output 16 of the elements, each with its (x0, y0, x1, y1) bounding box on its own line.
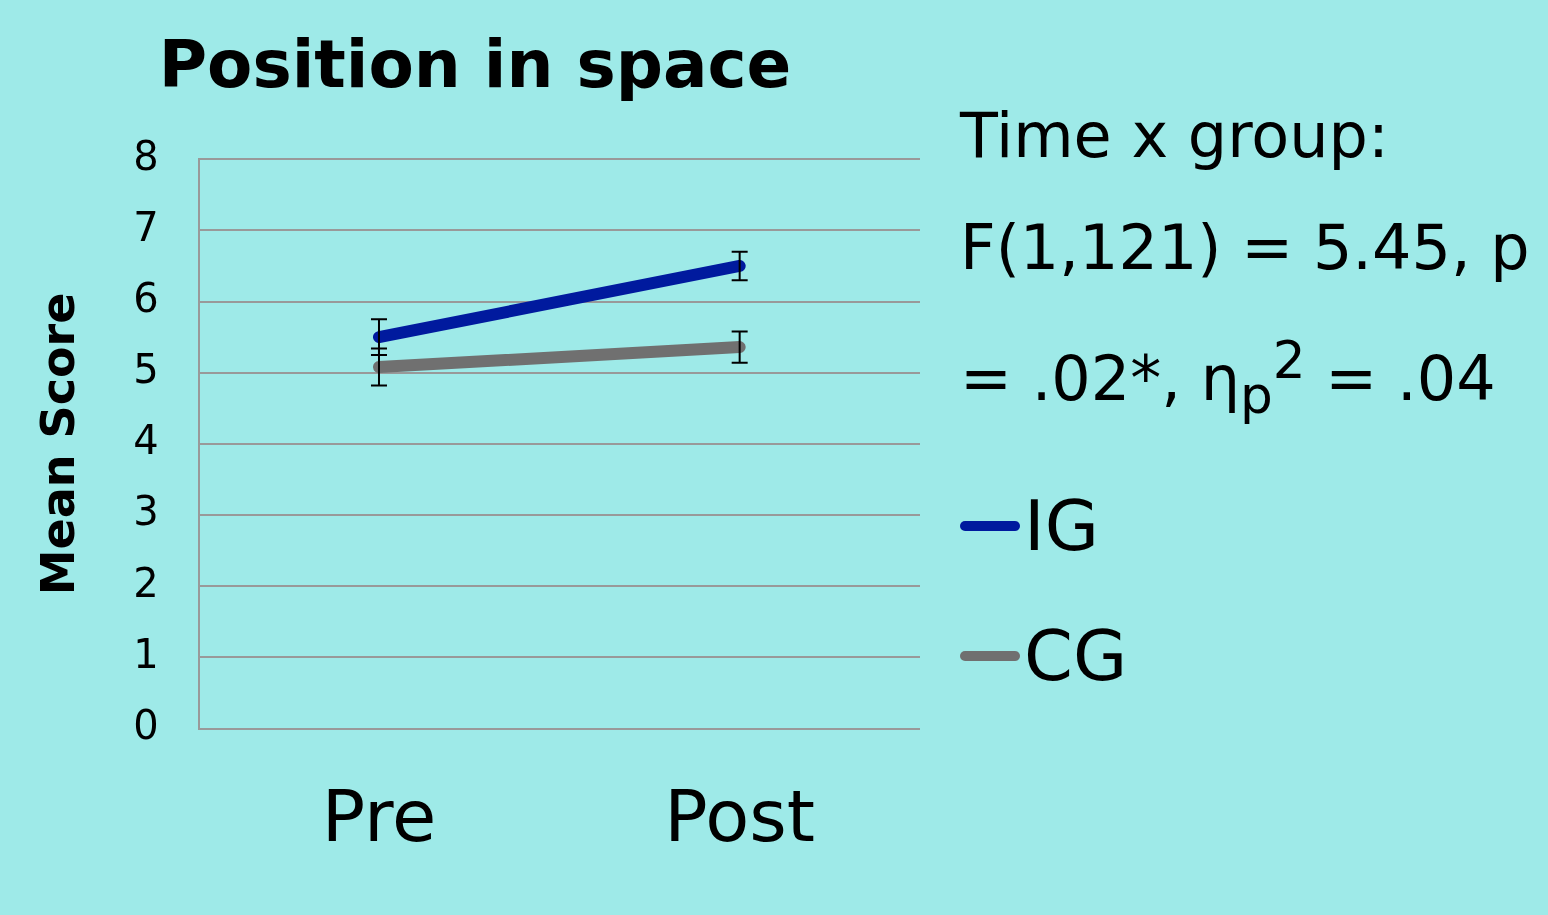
x-tick-label: Post (664, 773, 815, 858)
y-tick-label: 7 (133, 203, 159, 250)
y-tick-label: 5 (133, 346, 159, 393)
y-tick-label: 0 (133, 701, 159, 748)
legend-label: CG (1024, 615, 1128, 698)
x-tick-label: Pre (321, 773, 437, 858)
legend-label: IG (1024, 485, 1099, 568)
y-tick-label: 2 (133, 559, 159, 606)
y-tick-label: 6 (133, 274, 159, 321)
y-tick-label: 1 (133, 630, 159, 677)
y-tick-label: 8 (133, 132, 159, 179)
chart-title: Position in space (158, 25, 792, 103)
text: Time x group: F(1,121) = 5.45, p = .02*, η$_{p}$$^{2}$ = .04 (960, 98, 1531, 428)
y-tick-label: 4 (133, 417, 159, 464)
y-axis-title: Mean Score (30, 292, 85, 596)
y-tick-label: 3 (133, 488, 159, 535)
